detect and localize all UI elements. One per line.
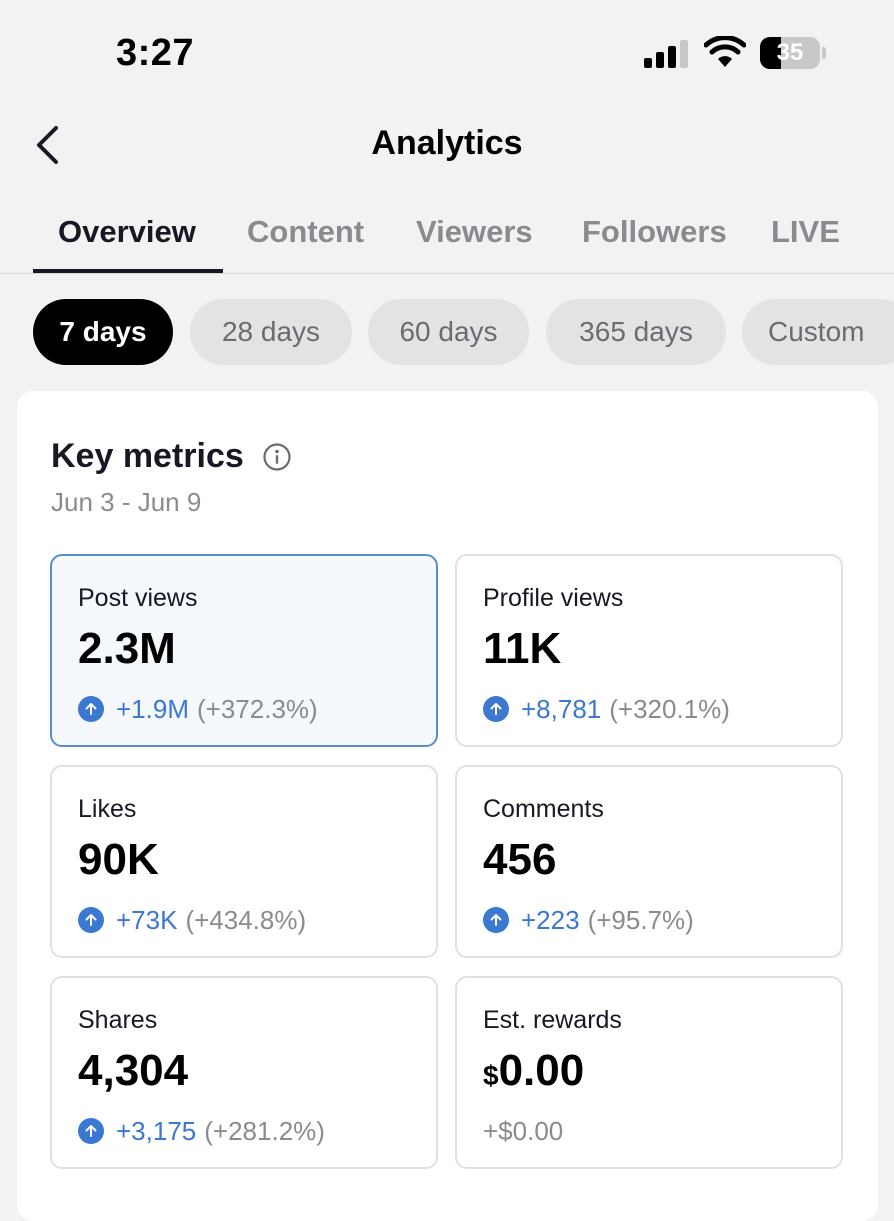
metric-profile-views[interactable]: Profile views 11K +8,781 (+320.1%) bbox=[455, 554, 843, 747]
metric-label: Profile views bbox=[483, 584, 624, 612]
battery-level-fill bbox=[760, 37, 781, 69]
metric-label: Likes bbox=[78, 795, 137, 823]
active-tab-indicator bbox=[33, 269, 223, 273]
metric-delta: +1.9M bbox=[116, 693, 189, 724]
metric-percent: (+95.7%) bbox=[587, 904, 694, 935]
arrow-up-icon bbox=[78, 907, 104, 933]
metric-comments[interactable]: Comments 456 +223 (+95.7%) bbox=[455, 765, 843, 958]
date-filter-chips: 7 days 28 days 60 days 365 days Custom bbox=[0, 299, 894, 367]
battery-level-text: 35 bbox=[776, 39, 804, 66]
filter-365-days[interactable]: 365 days bbox=[546, 299, 726, 365]
arrow-up-icon bbox=[78, 1118, 104, 1144]
metric-delta: +223 bbox=[521, 904, 580, 935]
metric-percent: (+434.8%) bbox=[185, 904, 307, 935]
metric-change: +223 (+95.7%) bbox=[483, 903, 694, 937]
metric-delta: +$0.00 bbox=[483, 1115, 564, 1146]
filter-28-days[interactable]: 28 days bbox=[190, 299, 352, 365]
metric-post-views[interactable]: Post views 2.3M +1.9M (+372.3%) bbox=[50, 554, 438, 747]
info-circle-icon[interactable] bbox=[262, 442, 292, 472]
metric-est-rewards[interactable]: Est. rewards $0.00 +$0.00 bbox=[455, 976, 843, 1169]
metric-label: Est. rewards bbox=[483, 1006, 622, 1034]
metric-change: +3,175 (+281.2%) bbox=[78, 1114, 325, 1148]
metric-delta: +8,781 bbox=[521, 693, 602, 724]
metric-value: $0.00 bbox=[483, 1046, 584, 1096]
metric-percent: (+372.3%) bbox=[197, 693, 318, 724]
arrow-up-icon bbox=[483, 907, 509, 933]
metric-value: 4,304 bbox=[78, 1046, 189, 1095]
currency-symbol: $ bbox=[483, 1060, 499, 1091]
metric-likes[interactable]: Likes 90K +73K (+434.8%) bbox=[50, 765, 438, 958]
arrow-up-icon bbox=[78, 696, 104, 722]
tab-content[interactable]: Content bbox=[247, 214, 365, 249]
page-title: Analytics bbox=[371, 124, 523, 162]
metric-change: +8,781 (+320.1%) bbox=[483, 692, 730, 726]
tab-followers[interactable]: Followers bbox=[582, 214, 727, 249]
metric-value: 2.3M bbox=[78, 624, 176, 673]
wifi-icon bbox=[704, 36, 746, 67]
rewards-amount: 0.00 bbox=[498, 1046, 585, 1095]
chevron-left-icon bbox=[37, 126, 58, 164]
metric-change: +$0.00 bbox=[483, 1114, 563, 1148]
status-bar: 3:27 35 bbox=[0, 0, 894, 100]
metric-delta: +73K bbox=[116, 904, 178, 935]
nav-header: Analytics bbox=[0, 100, 894, 196]
filter-60-days[interactable]: 60 days bbox=[368, 299, 529, 365]
back-button[interactable] bbox=[22, 120, 72, 170]
tab-bar: Overview Content Viewers Followers LIVE bbox=[0, 196, 894, 274]
metric-shares[interactable]: Shares 4,304 +3,175 (+281.2%) bbox=[50, 976, 438, 1169]
arrow-up-icon bbox=[483, 696, 509, 722]
metric-percent: (+320.1%) bbox=[609, 693, 730, 724]
key-metrics-card: Key metrics Jun 3 - Jun 9 Post views 2.3… bbox=[17, 391, 878, 1221]
status-time: 3:27 bbox=[116, 32, 195, 74]
metric-percent: (+281.2%) bbox=[204, 1115, 325, 1146]
metric-label: Post views bbox=[78, 584, 198, 612]
filter-custom[interactable]: Custom bbox=[742, 299, 894, 365]
date-range: Jun 3 - Jun 9 bbox=[51, 487, 202, 517]
tab-viewers[interactable]: Viewers bbox=[416, 214, 533, 249]
metric-change: +73K (+434.8%) bbox=[78, 903, 306, 937]
key-metrics-title: Key metrics bbox=[51, 437, 244, 475]
tab-live[interactable]: LIVE bbox=[771, 214, 840, 249]
battery-icon: 35 bbox=[760, 37, 826, 69]
metric-delta: +3,175 bbox=[116, 1115, 197, 1146]
metric-label: Shares bbox=[78, 1006, 158, 1034]
metric-value: 11K bbox=[483, 624, 562, 673]
metric-change: +1.9M (+372.3%) bbox=[78, 692, 318, 726]
metric-value: 456 bbox=[483, 835, 557, 884]
metric-value: 90K bbox=[78, 835, 159, 884]
metric-label: Comments bbox=[483, 795, 604, 823]
tab-overview[interactable]: Overview bbox=[58, 214, 196, 249]
cellular-signal-icon bbox=[644, 40, 688, 68]
filter-7-days[interactable]: 7 days bbox=[33, 299, 173, 365]
